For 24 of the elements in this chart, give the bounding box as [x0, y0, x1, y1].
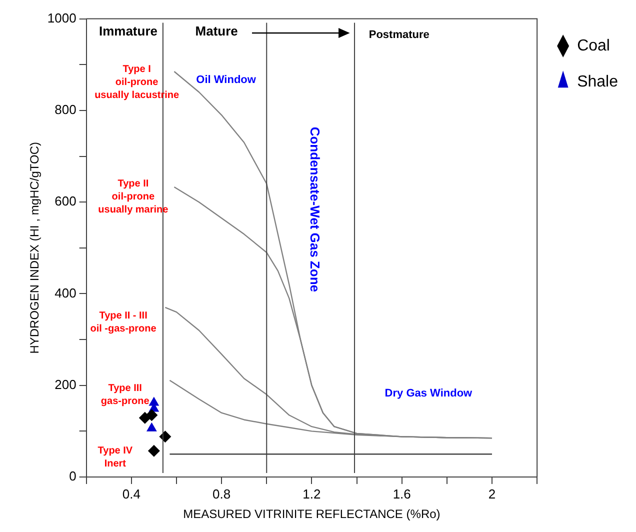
- annotation: Dry Gas Window: [384, 388, 473, 400]
- y-tick-label: 400: [54, 285, 76, 300]
- annotation: Type IV Inert: [98, 446, 133, 470]
- annotation: Type III gas-prone: [100, 382, 150, 407]
- annotation: Condensate-Wet Gas Zone: [307, 126, 322, 292]
- x-tick-label: 0.4: [122, 486, 140, 502]
- annotation: Immature: [98, 24, 158, 39]
- annotation: Mature: [195, 24, 238, 39]
- x-axis-title: MEASURED VITRINITE REFLECTANCE (%Ro): [183, 507, 440, 522]
- x-tick-label: 0.8: [212, 486, 231, 502]
- legend-label: Coal: [577, 37, 610, 54]
- y-tick-label: 1000: [47, 10, 76, 26]
- legend-label: Shale: [577, 73, 618, 90]
- annotation: Oil Window: [196, 74, 256, 86]
- y-tick-label: 600: [54, 194, 76, 209]
- y-tick-label: 0: [69, 468, 76, 484]
- y-tick-label: 200: [54, 376, 76, 392]
- x-tick-label: 1.2: [302, 486, 321, 502]
- annotation: Postmature: [368, 28, 430, 41]
- x-tick-label: 1.6: [392, 486, 411, 502]
- annotation: Type II - III oil -gas-prone: [90, 310, 157, 334]
- y-tick-label: 800: [54, 102, 76, 118]
- x-tick-label: 2: [488, 486, 496, 502]
- y-axis-title: HYDROGEN INDEX (HI , mgHC/gTOC): [28, 142, 42, 354]
